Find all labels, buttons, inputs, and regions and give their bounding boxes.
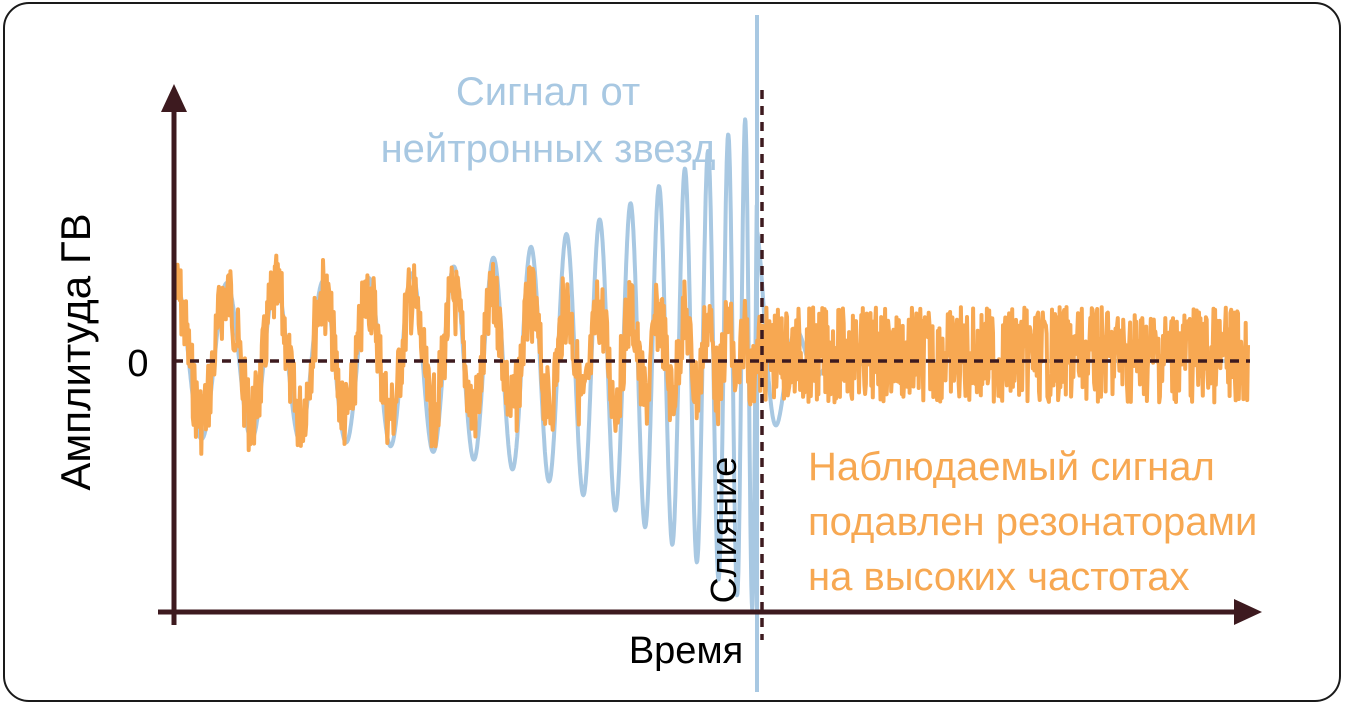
observed-label-line2: подавлен резонаторами <box>808 500 1257 544</box>
signal-title-line2: нейтронных звезд <box>381 127 716 171</box>
x-axis-arrow-icon <box>1234 599 1262 625</box>
observed-label-line1: Наблюдаемый сигнал <box>808 445 1215 489</box>
y-axis-arrow-icon <box>161 84 187 112</box>
merger-label: Слияние <box>703 457 744 604</box>
y-axis-label: Амплитуда ГВ <box>52 213 99 490</box>
x-axis-label: Время <box>629 630 743 672</box>
observed-signal-curve <box>174 253 1250 456</box>
zero-label: 0 <box>127 343 148 385</box>
observed-label-line3: на высоких частотах <box>808 555 1190 599</box>
signal-title-line1: Сигнал от <box>456 70 640 114</box>
